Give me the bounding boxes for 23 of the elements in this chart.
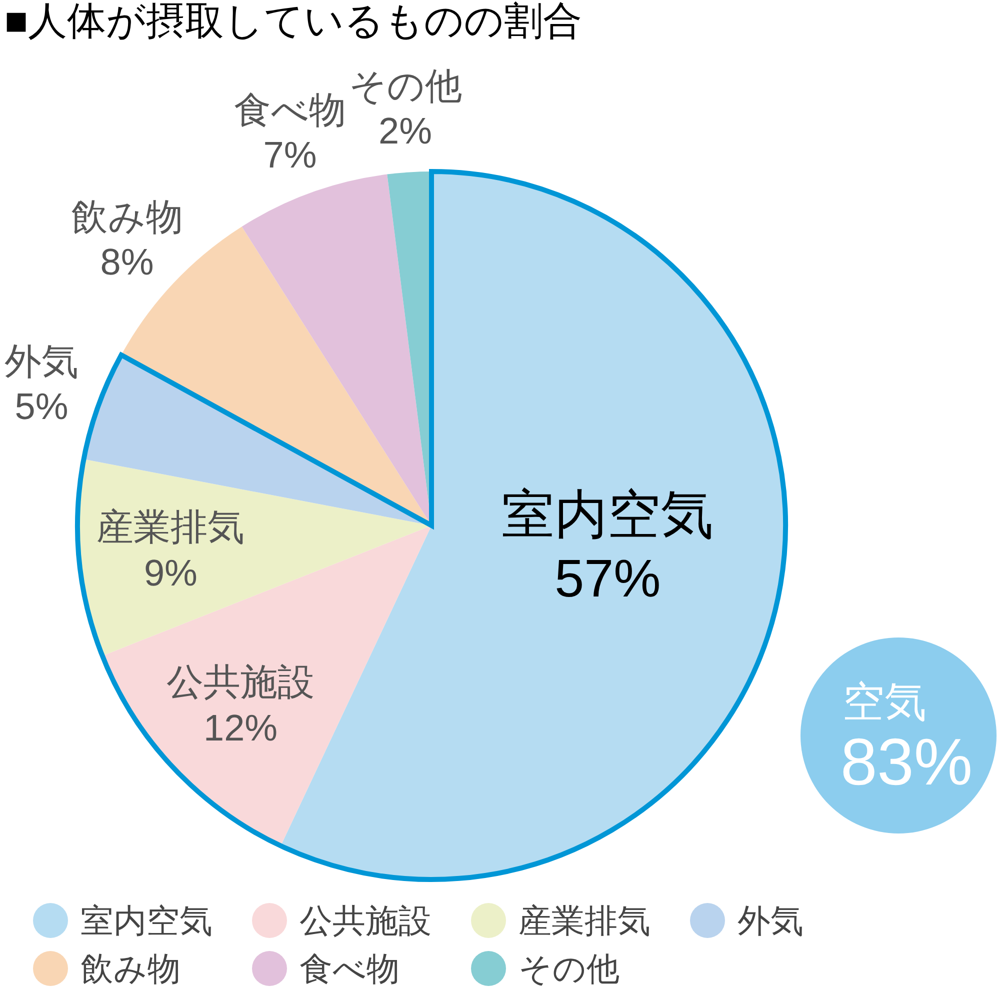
slice-label: 外気 <box>4 341 78 382</box>
legend-label: 公共施設 <box>300 902 432 939</box>
legend-label: その他 <box>518 950 620 987</box>
legend-label: 産業排気 <box>518 902 650 939</box>
data-label: 8% <box>100 242 154 283</box>
data-label: 7% <box>263 134 317 176</box>
data-label: 12% <box>204 707 278 748</box>
slice-label: 室内空気 <box>502 485 714 544</box>
legend-label: 外気 <box>738 902 804 939</box>
chart-title: ■人体が摂取しているものの割合 <box>4 0 582 43</box>
slice-label: 公共施設 <box>166 661 315 702</box>
data-label: 2% <box>378 110 432 152</box>
legend-label: 食べ物 <box>300 950 400 987</box>
slice-label: その他 <box>348 66 462 107</box>
legend-label: 飲み物 <box>80 950 180 987</box>
legend-label: 室内空気 <box>80 902 212 939</box>
data-label: 57% <box>554 549 661 608</box>
slice-label: 食べ物 <box>234 89 346 130</box>
slice-label: 飲み物 <box>70 196 183 238</box>
data-label: 9% <box>144 552 198 594</box>
text: 空気 83% <box>840 678 973 798</box>
data-label: 5% <box>14 386 68 427</box>
slice-label: 産業排気 <box>96 506 245 548</box>
